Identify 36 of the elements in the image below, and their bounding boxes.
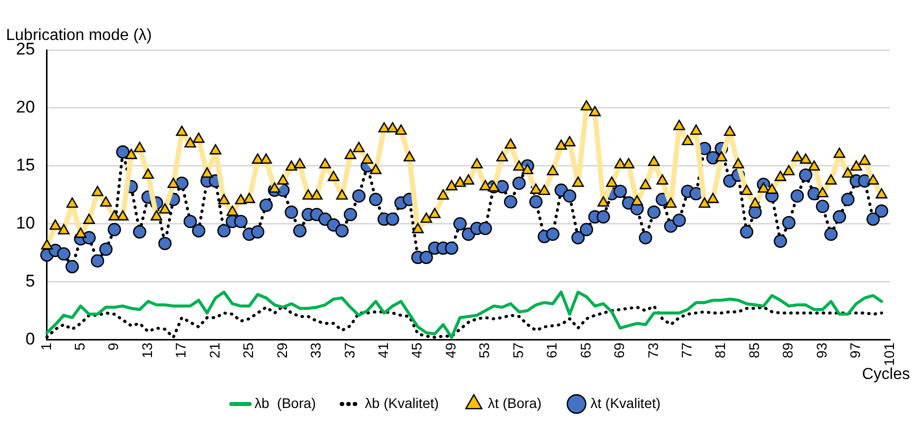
x-axis-title: Cycles [862, 366, 910, 383]
legend-label: λt (Bora) [488, 394, 542, 411]
x-tick-label: 65 [577, 342, 594, 358]
legend-label: λt (Kvalitet) [590, 394, 661, 411]
y-tick-label: 15 [16, 156, 35, 175]
x-tick-label: 97 [847, 342, 864, 358]
x-tick-label: 81 [712, 342, 728, 358]
x-tick-label: 45 [408, 342, 425, 358]
x-tick-label: 101 [880, 342, 897, 366]
x-tick-label: 17 [172, 342, 189, 358]
y-tick-label: 10 [16, 213, 35, 232]
x-tick-label: 69 [611, 342, 628, 358]
x-tick-label: 9 [105, 342, 122, 350]
x-tick-label: 33 [308, 342, 324, 358]
x-tick-label: 85 [746, 342, 762, 358]
y-tick-label: 0 [25, 329, 35, 348]
y-tick-label: 5 [25, 271, 35, 290]
legend-label: λb (Bora) [254, 394, 316, 411]
x-tick-label: 61 [544, 342, 560, 358]
x-tick-label: 57 [510, 342, 526, 358]
x-tick-label: 93 [813, 342, 830, 358]
x-tick-label: 89 [780, 342, 796, 358]
x-tick-label: 25 [240, 342, 256, 358]
x-tick-label: 73 [644, 342, 661, 358]
x-tick-label: 41 [375, 342, 392, 358]
y-tick-label: 20 [16, 98, 35, 117]
x-tick-label: 77 [678, 342, 695, 358]
x-tick-label: 29 [274, 342, 290, 358]
x-tick-label: 13 [138, 342, 155, 358]
x-tick-label: 49 [442, 342, 458, 358]
x-tick-label: 5 [71, 342, 88, 350]
x-tick-label: 53 [476, 342, 492, 358]
x-tick-label: 21 [206, 342, 222, 358]
x-tick-label: 1 [38, 342, 54, 350]
x-tick-label: 37 [341, 342, 358, 358]
legend-label: λb (Kvalitet) [364, 394, 439, 411]
